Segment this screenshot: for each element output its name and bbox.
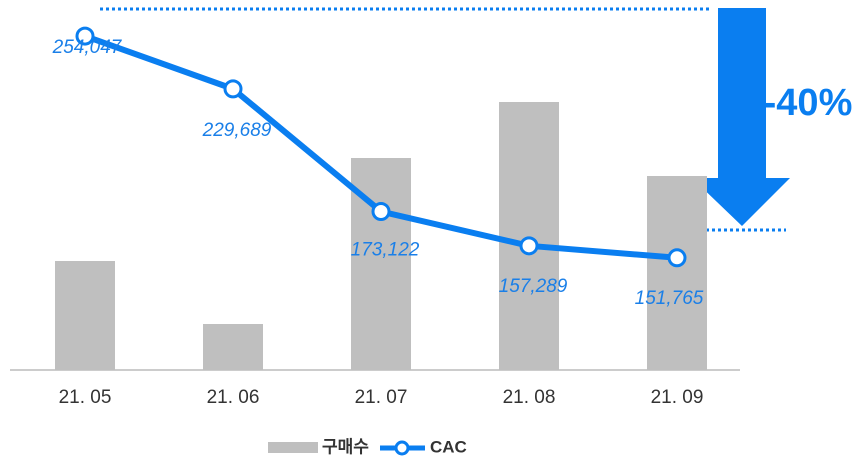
cac-point <box>519 236 539 256</box>
bar <box>351 158 411 370</box>
x-tick-label: 21. 06 <box>207 387 260 408</box>
bar <box>499 102 559 370</box>
x-tick-label: 21. 09 <box>651 387 704 408</box>
down-arrow <box>692 8 790 226</box>
bar <box>55 261 115 370</box>
legend: 구매수 CAC <box>268 437 467 456</box>
annotation: -40% <box>764 82 853 124</box>
cac-point <box>75 26 95 46</box>
x-tick-label: 21. 05 <box>59 387 112 408</box>
data-label: 229,689 <box>202 120 272 141</box>
data-label: 254,047 <box>52 37 123 58</box>
data-label: 157,289 <box>499 276 568 297</box>
legend-swatch <box>394 440 410 456</box>
legend-label: 구매수 <box>322 437 369 456</box>
legend-swatch <box>268 442 318 453</box>
x-tick-label: 21. 08 <box>503 387 556 408</box>
data-label: 173,122 <box>351 240 420 261</box>
data-label: 151,765 <box>635 288 704 309</box>
cac-point <box>371 201 391 221</box>
x-tick-label: 21. 07 <box>355 387 408 408</box>
bar <box>203 324 263 370</box>
legend-label: CAC <box>430 437 467 456</box>
cac-point <box>667 248 687 268</box>
cac-point <box>223 79 243 99</box>
bar <box>647 176 707 370</box>
